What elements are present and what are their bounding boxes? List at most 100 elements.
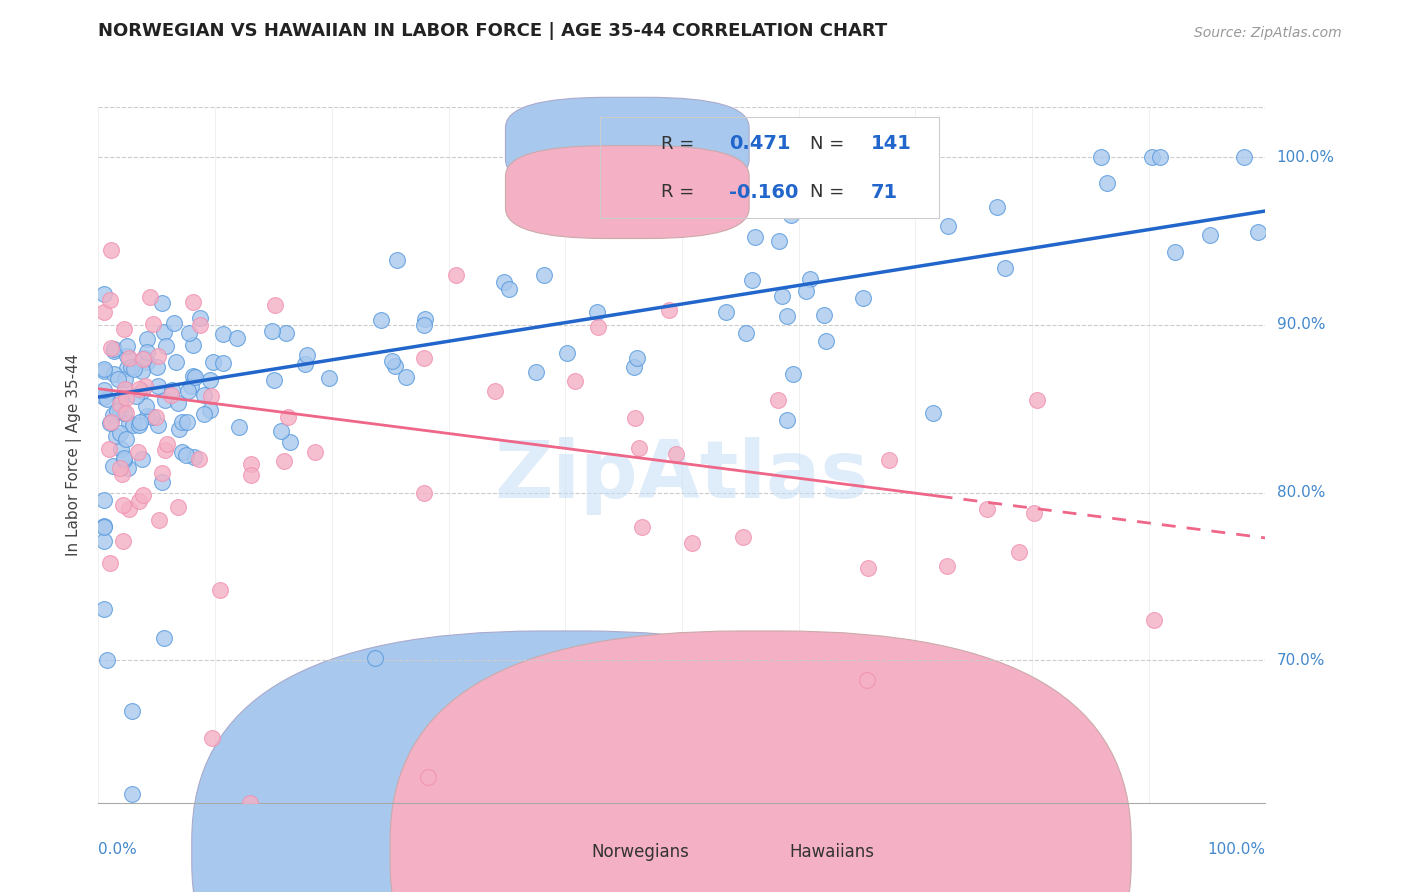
Point bbox=[129, 416, 152, 430]
Point bbox=[93, 602, 115, 616]
Text: 100.0%: 100.0% bbox=[1208, 842, 1265, 856]
Point bbox=[146, 417, 169, 432]
Point bbox=[181, 369, 204, 384]
Point bbox=[734, 326, 756, 340]
Point bbox=[585, 305, 607, 319]
Point bbox=[174, 448, 197, 462]
Point bbox=[153, 442, 176, 457]
Point bbox=[776, 413, 799, 427]
Point bbox=[159, 388, 181, 402]
Point bbox=[276, 326, 298, 340]
Point bbox=[681, 536, 703, 550]
Point bbox=[1026, 392, 1049, 407]
Point bbox=[858, 561, 880, 575]
Point bbox=[148, 513, 170, 527]
Point bbox=[98, 293, 121, 307]
Point bbox=[484, 384, 506, 398]
Point bbox=[623, 359, 645, 374]
Point bbox=[994, 260, 1017, 275]
Point bbox=[103, 344, 125, 359]
Point bbox=[877, 453, 900, 467]
Point bbox=[193, 387, 215, 401]
Point bbox=[100, 341, 122, 355]
Point bbox=[120, 360, 142, 375]
Point bbox=[114, 372, 136, 386]
Point bbox=[108, 461, 131, 475]
Point bbox=[273, 453, 295, 467]
Point bbox=[105, 429, 128, 443]
Point bbox=[1095, 176, 1118, 190]
Point bbox=[384, 359, 406, 373]
Point bbox=[117, 460, 139, 475]
Point bbox=[153, 325, 176, 339]
Point bbox=[936, 558, 959, 573]
Point bbox=[139, 290, 162, 304]
Point bbox=[263, 373, 285, 387]
Point bbox=[112, 453, 135, 467]
Point bbox=[776, 309, 799, 323]
Point bbox=[187, 451, 209, 466]
Point bbox=[631, 520, 654, 534]
Point bbox=[122, 417, 145, 432]
Point bbox=[115, 349, 138, 363]
Point bbox=[146, 379, 169, 393]
Point bbox=[93, 533, 115, 548]
Point bbox=[136, 345, 159, 359]
Point bbox=[165, 355, 187, 369]
Point bbox=[177, 326, 200, 340]
Point bbox=[1143, 613, 1166, 627]
Point bbox=[716, 304, 738, 318]
Point bbox=[533, 268, 555, 283]
Point bbox=[1008, 544, 1031, 558]
Point bbox=[115, 339, 138, 353]
Point bbox=[146, 349, 169, 363]
Point bbox=[93, 518, 115, 533]
Text: Norwegians: Norwegians bbox=[591, 843, 689, 861]
Point bbox=[100, 415, 122, 429]
Point bbox=[162, 317, 184, 331]
Point bbox=[103, 342, 125, 356]
Point bbox=[176, 384, 198, 398]
Point bbox=[278, 435, 301, 450]
Point bbox=[741, 273, 763, 287]
Point bbox=[1090, 150, 1112, 164]
Point bbox=[184, 370, 207, 384]
Point bbox=[188, 318, 211, 332]
Point bbox=[976, 502, 998, 516]
Point bbox=[96, 392, 118, 406]
Point bbox=[180, 378, 202, 392]
Point bbox=[166, 500, 188, 515]
Point bbox=[780, 208, 803, 222]
Point bbox=[770, 289, 793, 303]
Point bbox=[1233, 150, 1256, 164]
Point bbox=[172, 415, 194, 429]
Point bbox=[111, 534, 134, 549]
Point bbox=[145, 409, 167, 424]
Point bbox=[107, 404, 129, 418]
Point bbox=[121, 704, 143, 718]
Point bbox=[181, 338, 204, 352]
Point bbox=[201, 731, 224, 746]
Point bbox=[627, 441, 650, 455]
Point bbox=[112, 498, 135, 512]
Point bbox=[153, 392, 176, 407]
Point bbox=[212, 355, 235, 369]
Point bbox=[782, 368, 804, 382]
Text: 100.0%: 100.0% bbox=[1277, 150, 1334, 165]
Text: ZipAtlas: ZipAtlas bbox=[495, 437, 869, 515]
Point bbox=[93, 286, 115, 301]
Point bbox=[135, 399, 157, 413]
Point bbox=[101, 408, 124, 422]
Point bbox=[110, 392, 132, 407]
Y-axis label: In Labor Force | Age 35-44: In Labor Force | Age 35-44 bbox=[66, 354, 83, 556]
Point bbox=[624, 411, 647, 425]
Point bbox=[98, 556, 121, 570]
Point bbox=[131, 452, 153, 467]
Point bbox=[413, 318, 436, 333]
Point bbox=[115, 392, 138, 406]
Point bbox=[1149, 150, 1171, 164]
Point bbox=[134, 379, 156, 393]
Point bbox=[108, 425, 131, 440]
Point bbox=[136, 332, 159, 346]
Point bbox=[412, 351, 434, 365]
